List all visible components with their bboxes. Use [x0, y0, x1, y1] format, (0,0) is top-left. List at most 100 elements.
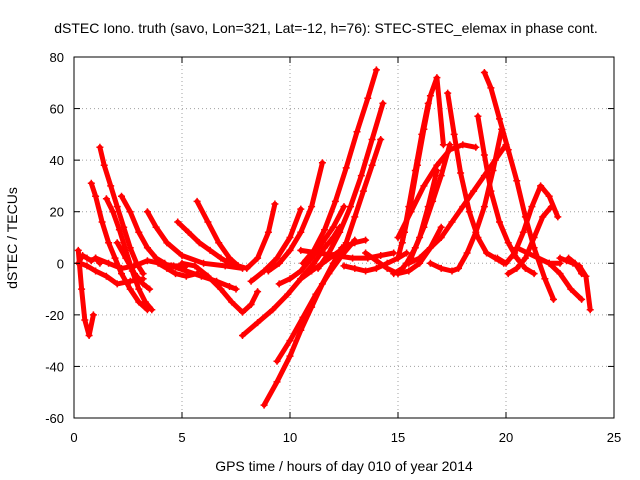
data-point-marker	[74, 246, 82, 254]
data-point-marker	[521, 254, 529, 262]
data-point-marker	[390, 270, 398, 278]
data-point-marker	[318, 159, 326, 167]
data-point-marker	[213, 277, 221, 285]
data-point-marker	[100, 161, 108, 169]
data-point-marker	[368, 161, 376, 169]
data-point-marker	[487, 187, 495, 195]
y-tick-label: -20	[45, 308, 64, 323]
data-point-marker	[152, 223, 160, 231]
series-line	[194, 198, 278, 271]
series-line	[168, 263, 239, 292]
data-point-marker	[228, 298, 236, 306]
data-point-marker	[480, 69, 488, 76]
series-line	[406, 142, 509, 266]
data-point-marker	[407, 208, 415, 216]
data-point-marker	[342, 239, 350, 247]
series-line	[494, 183, 561, 266]
data-point-marker	[308, 203, 316, 211]
series-arc-42	[92, 254, 190, 272]
series-arc-41	[77, 259, 147, 288]
data-point-marker	[390, 249, 398, 257]
data-point-marker	[480, 203, 488, 211]
data-point-marker	[450, 130, 458, 138]
data-point-marker	[377, 136, 385, 143]
data-point-marker	[182, 262, 190, 270]
data-point-marker	[528, 203, 536, 211]
data-point-marker	[234, 262, 242, 270]
data-point-marker	[411, 244, 419, 252]
y-tick-label: 80	[50, 50, 64, 65]
data-point-marker	[455, 264, 462, 272]
data-point-marker	[286, 246, 294, 254]
data-point-marker	[496, 218, 503, 226]
data-point-marker	[247, 277, 255, 285]
data-point-marker	[217, 254, 225, 262]
data-point-marker	[135, 285, 143, 293]
data-point-marker	[437, 264, 445, 272]
data-point-marker	[243, 264, 251, 272]
data-point-marker	[457, 169, 465, 177]
data-point-marker	[226, 283, 233, 290]
data-point-marker	[530, 234, 538, 241]
data-point-marker	[135, 228, 143, 236]
data-point-marker	[357, 172, 365, 180]
series-arc-20	[299, 66, 380, 267]
data-point-marker	[446, 146, 454, 154]
data-point-marker	[154, 259, 162, 267]
data-point-marker	[463, 249, 471, 257]
data-point-marker	[204, 218, 212, 226]
data-point-marker	[496, 115, 503, 123]
data-point-marker	[433, 161, 441, 169]
data-point-marker	[513, 177, 521, 185]
data-point-marker	[331, 252, 339, 259]
data-point-marker	[141, 298, 149, 306]
data-point-marker	[586, 306, 594, 314]
data-point-marker	[331, 197, 339, 205]
data-point-marker	[398, 264, 406, 272]
series-line	[97, 144, 146, 277]
series-arc-39	[534, 254, 586, 303]
data-point-marker	[530, 270, 538, 278]
data-point-marker	[541, 275, 549, 283]
series-arc-44	[565, 254, 586, 278]
data-point-marker	[472, 143, 480, 151]
series-layer	[74, 66, 594, 409]
data-point-marker	[115, 226, 123, 234]
data-point-marker	[174, 218, 182, 226]
data-point-marker	[444, 89, 452, 97]
data-point-marker	[379, 99, 387, 107]
data-point-marker	[351, 264, 359, 272]
data-point-marker	[524, 249, 532, 257]
data-point-marker	[426, 244, 434, 252]
data-point-marker	[111, 254, 119, 262]
data-point-marker	[325, 270, 333, 278]
data-point-marker	[131, 270, 138, 278]
data-point-marker	[286, 352, 294, 360]
data-point-marker	[403, 249, 411, 257]
data-point-marker	[105, 259, 113, 267]
y-tick-label: -40	[45, 359, 64, 374]
data-point-marker	[582, 272, 590, 280]
data-point-marker	[556, 270, 564, 278]
data-point-marker	[433, 74, 441, 82]
data-point-marker	[87, 179, 95, 187]
data-point-marker	[578, 295, 586, 303]
data-point-marker	[109, 208, 117, 216]
series-line	[475, 113, 537, 277]
data-point-marker	[107, 182, 115, 190]
data-point-marker	[297, 205, 305, 213]
data-point-marker	[92, 254, 100, 262]
data-point-marker	[232, 285, 240, 293]
y-axis-title: dSTEC / TECUs	[4, 187, 20, 289]
data-point-marker	[297, 246, 305, 254]
data-point-marker	[429, 197, 437, 205]
data-point-marker	[310, 259, 318, 267]
data-point-marker	[474, 234, 482, 241]
data-point-marker	[102, 195, 110, 203]
data-point-marker	[172, 270, 179, 278]
data-point-marker	[489, 167, 497, 174]
series-arc-02	[74, 246, 97, 339]
data-point-marker	[511, 249, 519, 257]
data-point-marker	[83, 262, 91, 270]
data-point-marker	[321, 226, 329, 234]
